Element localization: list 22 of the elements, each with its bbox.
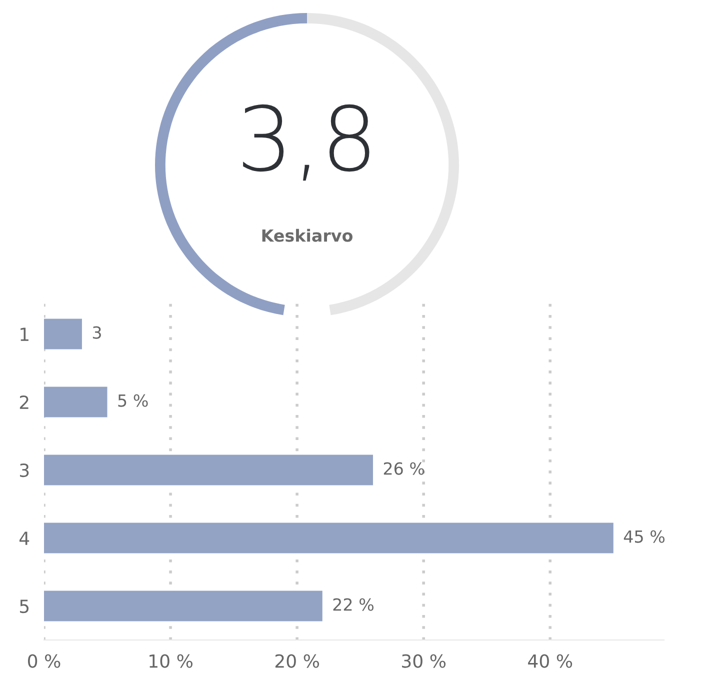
y-tick-label: 3	[20, 463, 29, 478]
text: 3,8	[243, 104, 370, 181]
x-tick-label: 40 %	[528, 654, 572, 668]
x-tick-label: 20 %	[275, 654, 319, 668]
x-tick-label: 30 %	[402, 654, 446, 668]
bar	[44, 386, 108, 418]
text: Keskiarvo	[262, 228, 352, 242]
data-label: 22 %	[333, 598, 374, 611]
y-tick-label: 1	[20, 328, 28, 341]
data-label: 45 %	[624, 530, 665, 543]
data-label: 26 %	[384, 462, 424, 475]
bar	[44, 454, 373, 486]
x-tick-label: 10 %	[150, 654, 192, 668]
bar	[44, 522, 614, 554]
x-tick-label: 0 %	[28, 654, 60, 668]
y-tick-label: 5	[20, 600, 29, 614]
bar	[44, 590, 322, 622]
data-label: 5 %	[118, 394, 148, 407]
y-tick-label: 4	[20, 532, 30, 545]
y-tick-label: 2	[20, 395, 28, 409]
data-label: 3	[92, 326, 101, 339]
bar	[44, 318, 82, 350]
